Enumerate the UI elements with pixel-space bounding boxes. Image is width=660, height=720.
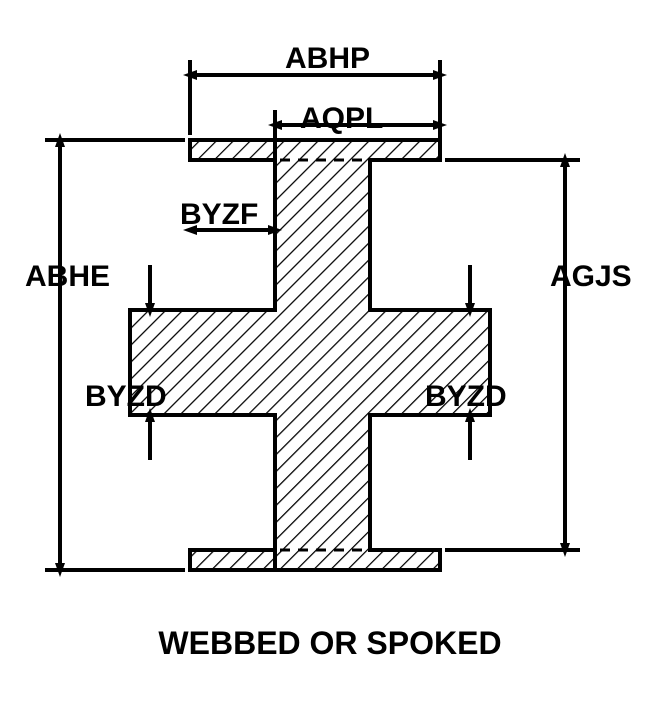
label-abhp: ABHP (285, 42, 370, 76)
label-byzf: BYZF (180, 198, 258, 232)
label-byzd-right: BYZD (425, 380, 507, 414)
flange-bottom-left (190, 550, 275, 570)
label-aqpl: AQPL (300, 102, 383, 136)
label-byzd-left: BYZD (85, 380, 167, 414)
diagram-caption: WEBBED OR SPOKED (0, 625, 660, 662)
flange-top-left (190, 140, 275, 160)
label-agjs: AGJS (550, 260, 632, 294)
label-abhe: ABHE (25, 260, 110, 294)
